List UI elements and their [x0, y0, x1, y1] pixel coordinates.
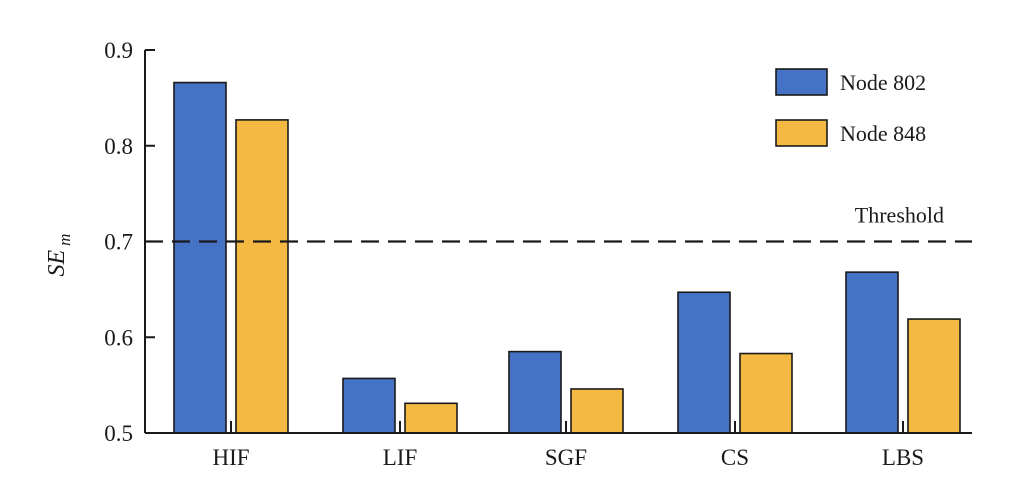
y-tick-label: 0.7 [104, 230, 133, 255]
y-tick-label: 0.6 [104, 325, 133, 350]
bar-hif-series-2 [235, 119, 289, 434]
x-tick-label-lif: LIF [383, 445, 418, 470]
y-axis-label: SE m [44, 234, 74, 277]
bars-group [173, 81, 961, 434]
x-tick-label-sgf: SGF [545, 445, 587, 470]
x-tick-label-cs: CS [721, 445, 749, 470]
y-tick-label: 0.5 [104, 421, 133, 446]
bar-sgf-series-2 [570, 388, 624, 434]
axes-group: 0.5 0.6 0.7 0.8 0.9 HIF LIF SGF CS LBS [104, 38, 972, 470]
legend-swatch-series-1 [775, 68, 828, 96]
bar-hif-series-1 [173, 81, 227, 434]
bar-cs-series-1 [677, 291, 731, 434]
x-tick-label-lbs: LBS [882, 445, 924, 470]
legend-swatch-series-2 [775, 119, 828, 147]
y-tick-label: 0.8 [104, 134, 133, 159]
bar-lif-series-1 [342, 377, 396, 434]
threshold-label: Threshold [855, 203, 944, 228]
bar-sgf-series-1 [508, 350, 562, 434]
bar-lbs-series-1 [845, 271, 899, 434]
legend: Node 802 Node 848 [775, 68, 926, 147]
bar-lbs-series-2 [907, 318, 961, 434]
legend-label-series-1: Node 802 [840, 70, 926, 95]
bar-cs-series-2 [739, 352, 793, 434]
y-axis-label-main: SE [44, 249, 70, 276]
y-axis-label-subscript: m [55, 234, 74, 246]
legend-label-series-2: Node 848 [840, 121, 926, 146]
bar-lif-series-2 [404, 402, 458, 434]
y-tick-label: 0.9 [104, 38, 133, 63]
x-tick-label-hif: HIF [212, 445, 249, 470]
threshold-group: Threshold [145, 203, 972, 243]
